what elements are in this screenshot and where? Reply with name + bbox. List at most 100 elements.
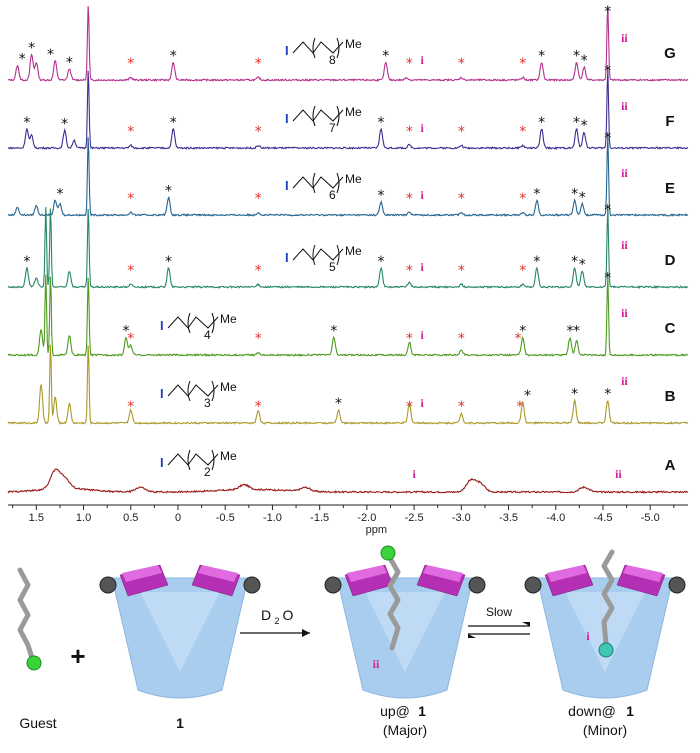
red-star: * (516, 399, 523, 415)
methyl-label: Me (345, 172, 362, 186)
tick-label: 1.5 (29, 512, 44, 524)
tick-label: 1.0 (76, 512, 91, 524)
label-i: i (412, 467, 416, 481)
trace-letter-e: E (665, 180, 675, 197)
spectrum-line-c (7, 274, 688, 357)
red-star: * (458, 399, 465, 415)
tick-label: -4.5 (594, 512, 613, 524)
repeat-brackets (312, 37, 340, 59)
cup-cavity (140, 592, 220, 672)
label-ii: ii (621, 306, 628, 320)
red-star: * (458, 331, 465, 347)
methyl-label: Me (345, 37, 362, 51)
cup-knob-left (324, 576, 342, 594)
black-star: * (604, 203, 611, 219)
cup-knob-right (468, 576, 486, 594)
repeat-count: 2 (204, 465, 211, 479)
chain-bonds (292, 248, 344, 261)
black-star: * (66, 55, 73, 71)
down-guest-iodine (598, 642, 614, 658)
black-star: * (604, 271, 611, 287)
guest-iodine-ball (26, 655, 42, 671)
red-star: * (127, 56, 134, 72)
red-star: * (255, 191, 262, 207)
black-star: * (61, 116, 68, 132)
chain-bonds (292, 41, 344, 54)
cup-cavity (365, 592, 445, 672)
red-star: * (127, 331, 134, 347)
red-star: * (127, 124, 134, 140)
black-star: * (573, 48, 580, 64)
chain-bonds (292, 176, 344, 189)
repeat-brackets (312, 244, 340, 266)
guest-structure: I 7 Me (285, 105, 362, 135)
guest-structure: I 2 Me (160, 449, 237, 479)
black-star: * (19, 52, 26, 68)
black-star: * (604, 64, 611, 80)
iodine-label: I (160, 318, 164, 333)
label-ii: ii (621, 166, 628, 180)
forward-arrow-head (522, 622, 530, 626)
methyl-label: Me (220, 380, 237, 394)
tick-label: -5.0 (641, 512, 660, 524)
red-star: * (255, 124, 262, 140)
repeat-count: 6 (329, 188, 336, 202)
red-star: * (406, 263, 413, 279)
black-star: * (579, 257, 586, 273)
d2o-subscript: 2 (274, 616, 279, 626)
black-star: * (170, 115, 177, 131)
chain-bonds (167, 453, 219, 466)
label-i: i (420, 328, 424, 342)
red-star: * (255, 56, 262, 72)
tick-label: -1.0 (263, 512, 282, 524)
black-star: * (378, 254, 385, 270)
red-star: * (255, 399, 262, 415)
guest-structure: I 8 Me (285, 37, 362, 67)
black-star: * (23, 115, 30, 131)
d2o-o: O (283, 607, 294, 623)
slow-label: Slow (486, 605, 512, 619)
tick-label: -3.5 (499, 512, 518, 524)
spectrum-line-a (7, 468, 689, 494)
iodine-label: I (160, 386, 164, 401)
label-ii: ii (621, 238, 628, 252)
tick-label: -4.0 (546, 512, 565, 524)
black-star: * (165, 254, 172, 270)
guest-structure: I 4 Me (160, 312, 237, 342)
up-ii-label: ii (373, 657, 380, 671)
trace-letter-d: D (665, 252, 676, 269)
plus-sign: + (70, 641, 85, 671)
iodine-label: I (160, 455, 164, 470)
black-star: * (123, 323, 130, 339)
spectrum-line-f (7, 70, 689, 150)
black-star: * (165, 183, 172, 199)
down-complex: i (524, 549, 686, 699)
down-caption: down@ (568, 703, 616, 719)
guest-chain (17, 567, 35, 661)
label-i: i (420, 396, 424, 410)
repeat-count: 5 (329, 260, 336, 274)
black-star: * (566, 323, 573, 339)
black-star: * (604, 4, 611, 20)
red-star: * (519, 124, 526, 140)
guest-structure: I 3 Me (160, 380, 237, 410)
black-star: * (571, 387, 578, 403)
spectrum-line-b (7, 344, 689, 426)
repeat-brackets (187, 312, 215, 334)
black-star: * (56, 187, 63, 203)
red-star: * (127, 191, 134, 207)
red-star: * (255, 331, 262, 347)
spectrum-line-d (7, 207, 689, 289)
repeat-count: 3 (204, 396, 211, 410)
label-ii: ii (621, 374, 628, 388)
up-complex: ii (324, 545, 486, 699)
down-i-label: i (586, 629, 590, 643)
down-note: (Minor) (583, 722, 627, 738)
host-caption: 1 (176, 715, 184, 731)
guest-caption: Guest (19, 715, 56, 731)
guest-structure: I 5 Me (285, 244, 362, 274)
